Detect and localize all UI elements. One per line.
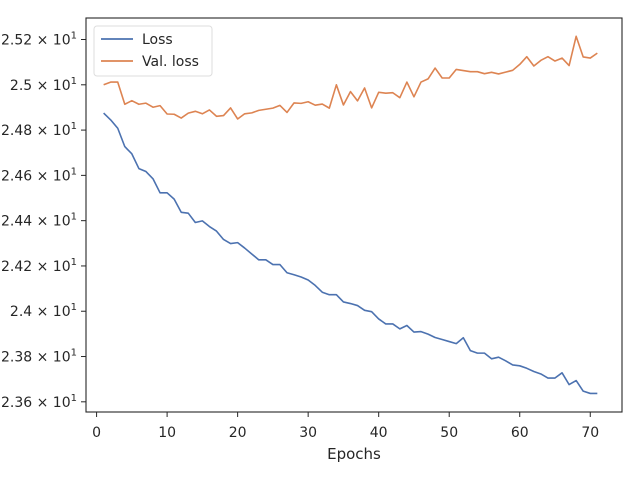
x-tick-label: 30 bbox=[299, 425, 317, 441]
x-axis-ticks: 0 10 20 30 40 50 60 70 bbox=[92, 412, 599, 441]
legend: Loss Val. loss bbox=[93, 25, 213, 77]
y-tick-label: 2.52 × 101 bbox=[1, 31, 77, 49]
legend-label-2: Val. loss bbox=[142, 54, 199, 70]
x-tick-label: 0 bbox=[92, 425, 101, 441]
y-tick-label: 2.4 × 101 bbox=[10, 302, 77, 320]
y-tick-label: 2.48 × 101 bbox=[1, 121, 77, 139]
y-tick-label: 2.44 × 101 bbox=[1, 212, 77, 230]
x-tick-label: 60 bbox=[511, 425, 529, 441]
x-tick-label: 50 bbox=[440, 425, 458, 441]
series-line-1 bbox=[103, 112, 598, 395]
x-axis-label: Epochs bbox=[327, 445, 381, 463]
y-axis-ticks: 2.36 × 101 2.38 × 101 2.4 × 101 2.42 × 101 2… bbox=[1, 31, 86, 411]
y-tick-label: 2.5 × 101 bbox=[10, 76, 77, 94]
legend-label-1: Loss bbox=[142, 32, 173, 48]
x-tick-label: 20 bbox=[229, 425, 247, 441]
y-tick-label: 2.46 × 101 bbox=[1, 166, 77, 184]
x-tick-label: 70 bbox=[581, 425, 599, 441]
series-line-2 bbox=[103, 35, 598, 120]
x-tick-label: 40 bbox=[370, 425, 388, 441]
y-tick-label: 2.36 × 101 bbox=[1, 393, 77, 411]
series-layer bbox=[103, 35, 598, 395]
y-tick-label: 2.42 × 101 bbox=[1, 257, 77, 275]
x-tick-label: 10 bbox=[158, 425, 176, 441]
y-tick-label: 2.38 × 101 bbox=[1, 348, 77, 366]
plot-frame bbox=[85, 17, 623, 413]
